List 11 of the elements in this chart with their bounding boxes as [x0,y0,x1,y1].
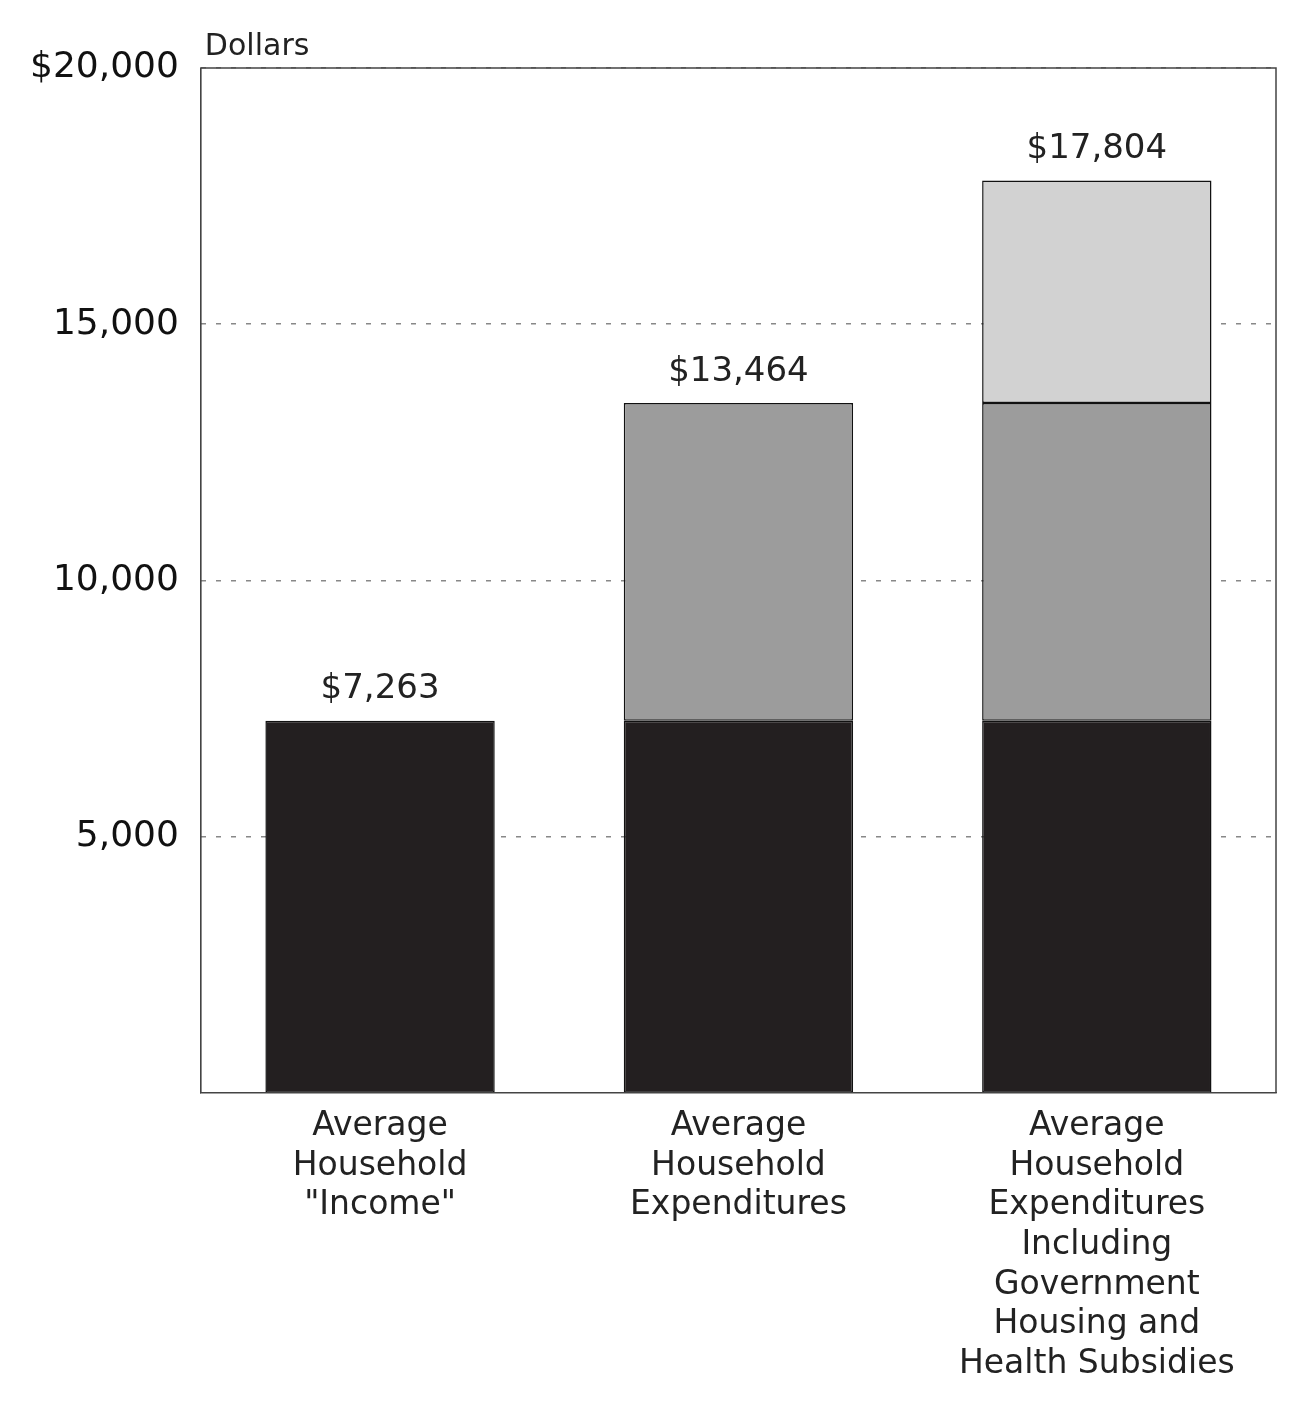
total-label: $7,263 [320,666,440,707]
x-tick-label: Average Household "Income" [292,1104,468,1223]
x-tick-label: Average Household Expenditures [630,1104,847,1223]
y-tick-label: 10,000 [52,556,179,598]
y-tick-label: 5,000 [75,812,179,854]
y-axis-title: Dollars [204,26,310,62]
y-tick-label: $20,000 [29,44,179,86]
x-tick-label: Average Household Expenditures Including Government Housing and Health Subsidies [958,1104,1235,1381]
y-tick-label: 15,000 [52,300,179,342]
total-label: $17,804 [1026,126,1168,167]
total-label: $13,464 [668,348,809,389]
